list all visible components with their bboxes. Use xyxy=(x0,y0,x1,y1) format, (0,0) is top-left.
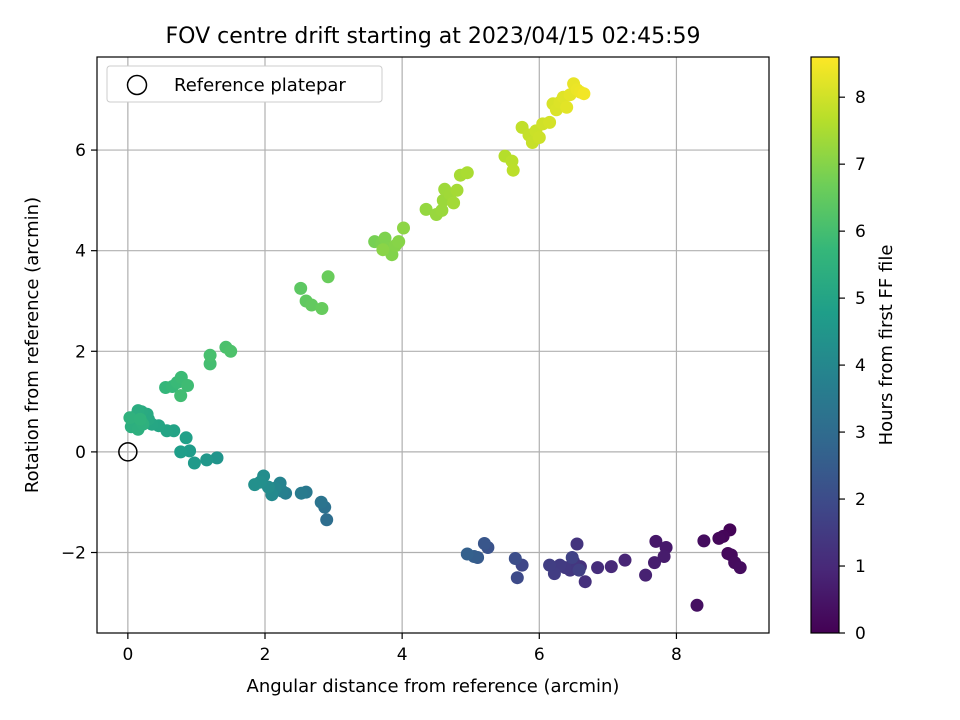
data-point xyxy=(187,456,201,470)
data-point xyxy=(543,558,557,572)
data-point xyxy=(639,568,653,582)
data-point xyxy=(133,412,147,426)
grid-lines xyxy=(97,57,769,633)
data-point xyxy=(648,556,661,570)
y-tick-label: 4 xyxy=(75,242,86,262)
data-points xyxy=(123,77,747,612)
data-point xyxy=(435,203,449,217)
x-axis-label: Angular distance from reference (arcmin) xyxy=(247,676,620,697)
colorbar-tick-label: 3 xyxy=(855,423,866,443)
data-point xyxy=(210,451,224,465)
data-point xyxy=(578,575,592,589)
data-point xyxy=(203,348,217,362)
colorbar-tick-label: 5 xyxy=(855,289,866,309)
data-point xyxy=(477,537,491,550)
data-point xyxy=(572,563,586,577)
colorbar-tick-label: 4 xyxy=(855,356,866,376)
data-point xyxy=(506,163,520,177)
legend-label: Reference platepar xyxy=(174,75,346,96)
data-point xyxy=(591,561,605,575)
legend: Reference platepar xyxy=(106,65,383,103)
data-point xyxy=(577,87,591,101)
colorbar: 0 1 2 3 4 5 6 7 8 Hours from first FF file xyxy=(810,56,897,644)
data-point xyxy=(618,553,632,567)
data-point xyxy=(181,379,194,392)
x-axis: 0 2 4 6 8 xyxy=(122,633,682,665)
data-point xyxy=(174,445,188,459)
plot-frame xyxy=(96,56,770,634)
data-point xyxy=(392,235,406,249)
data-point xyxy=(123,411,137,425)
y-axis: −2 0 2 4 6 xyxy=(61,141,97,564)
colorbar-tick-label: 6 xyxy=(855,222,866,242)
data-point xyxy=(733,561,747,575)
data-point xyxy=(460,166,474,180)
data-point xyxy=(419,202,433,216)
x-tick-label: 4 xyxy=(397,645,408,665)
data-point xyxy=(604,560,618,574)
colorbar-tick-label: 7 xyxy=(855,155,866,175)
y-tick-label: −2 xyxy=(61,544,86,564)
data-point xyxy=(460,547,474,561)
data-point xyxy=(294,486,308,500)
x-tick-label: 2 xyxy=(260,645,271,665)
data-point xyxy=(314,495,328,509)
data-point xyxy=(315,302,329,315)
data-point xyxy=(321,270,335,284)
legend-box xyxy=(106,65,383,103)
colorbar-tick-label: 8 xyxy=(855,88,866,108)
data-point xyxy=(560,100,574,114)
data-point xyxy=(378,231,392,245)
colorbar-label: Hours from first FF file xyxy=(876,245,897,446)
y-tick-label: 6 xyxy=(75,141,86,161)
data-point xyxy=(305,298,319,312)
data-point xyxy=(224,344,238,358)
data-point xyxy=(565,551,579,564)
legend-marker-open-circle xyxy=(126,74,148,96)
data-point xyxy=(179,431,193,445)
colorbar-tick-label: 1 xyxy=(855,557,866,577)
data-point xyxy=(690,598,704,612)
data-point xyxy=(657,550,671,563)
data-point xyxy=(200,453,214,467)
y-axis-label: Rotation from reference (arcmin) xyxy=(22,197,43,493)
colorbar-tick-label: 2 xyxy=(855,490,866,510)
colorbar-gradient xyxy=(810,56,840,634)
data-point xyxy=(697,534,711,548)
y-tick-label: 2 xyxy=(75,342,86,362)
data-point xyxy=(508,552,522,565)
data-point xyxy=(397,221,410,235)
data-point xyxy=(510,571,524,585)
chart-title: FOV centre drift starting at 2023/04/15 … xyxy=(166,24,701,49)
data-point xyxy=(543,115,557,129)
data-point xyxy=(649,534,663,548)
data-point xyxy=(376,243,390,257)
x-tick-label: 8 xyxy=(671,645,682,665)
data-point xyxy=(712,531,726,545)
data-point xyxy=(294,281,308,295)
x-tick-label: 0 xyxy=(122,645,133,665)
colorbar-tick-label: 0 xyxy=(855,624,866,644)
data-point xyxy=(320,513,334,527)
data-point xyxy=(532,131,546,144)
data-point xyxy=(248,478,262,492)
y-tick-label: 0 xyxy=(75,443,86,463)
data-point xyxy=(570,537,584,551)
data-point xyxy=(447,196,461,210)
reference-point-marker xyxy=(118,442,138,462)
colorbar-ticks: 0 1 2 3 4 5 6 7 8 xyxy=(839,88,866,644)
data-point xyxy=(450,183,464,197)
x-tick-label: 6 xyxy=(534,645,545,665)
data-point xyxy=(174,389,188,403)
